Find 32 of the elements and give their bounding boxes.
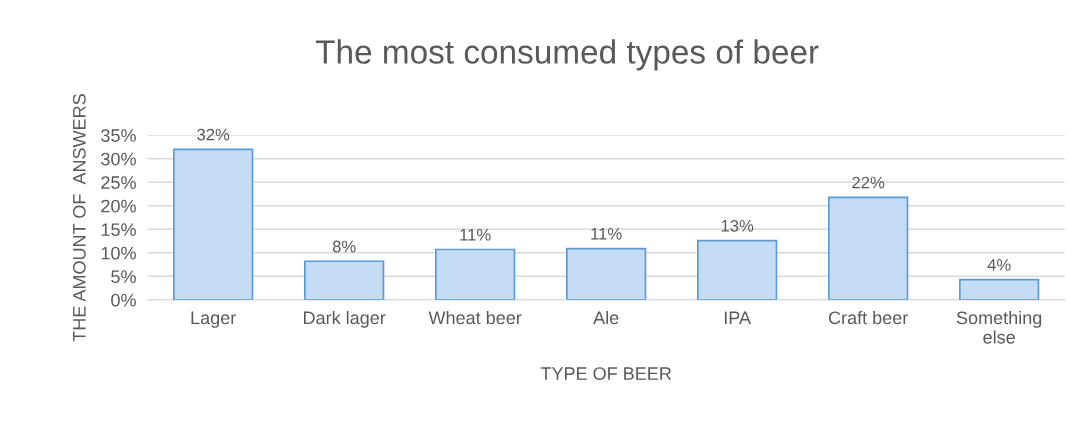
y-tick-label: 20% xyxy=(101,199,136,213)
x-tick-label: Ale xyxy=(593,310,619,325)
x-tick-label: Craft beer xyxy=(828,310,908,325)
y-axis-title: THE AMOUNT OF ANSWERS xyxy=(72,94,86,342)
y-tick-label: 35% xyxy=(101,129,136,142)
y-tick-label: 25% xyxy=(101,176,136,189)
data-label: 8% xyxy=(332,240,356,253)
x-tick-label: Dark lager xyxy=(304,310,386,328)
y-tick-label: 30% xyxy=(101,152,136,166)
bar xyxy=(173,148,254,300)
y-tick-label: 0% xyxy=(111,293,136,307)
bar xyxy=(304,260,385,300)
x-tick-label: Lager xyxy=(191,311,236,328)
data-label: 22% xyxy=(852,176,885,189)
bar xyxy=(566,247,647,300)
y-tick-label: 10% xyxy=(101,246,136,260)
x-tick-label: IPA xyxy=(724,311,751,325)
x-tick-label: Wheat beer xyxy=(428,310,522,325)
bar xyxy=(697,239,778,300)
bar xyxy=(828,196,909,300)
data-label: 13% xyxy=(721,219,754,232)
bar xyxy=(435,248,516,300)
x-tick-label: Something else xyxy=(956,310,1042,344)
chart-title: The most consumed types of beer xyxy=(315,39,819,71)
data-label: 11% xyxy=(591,227,622,240)
y-tick-label: 5% xyxy=(111,270,136,284)
y-tick-label: 15% xyxy=(101,223,136,236)
bar xyxy=(959,278,1040,300)
data-label: 4% xyxy=(987,259,1011,271)
data-label: 11% xyxy=(460,228,491,241)
data-label: 32% xyxy=(197,128,230,141)
x-axis-title: TYPE OF BEER xyxy=(540,367,672,380)
